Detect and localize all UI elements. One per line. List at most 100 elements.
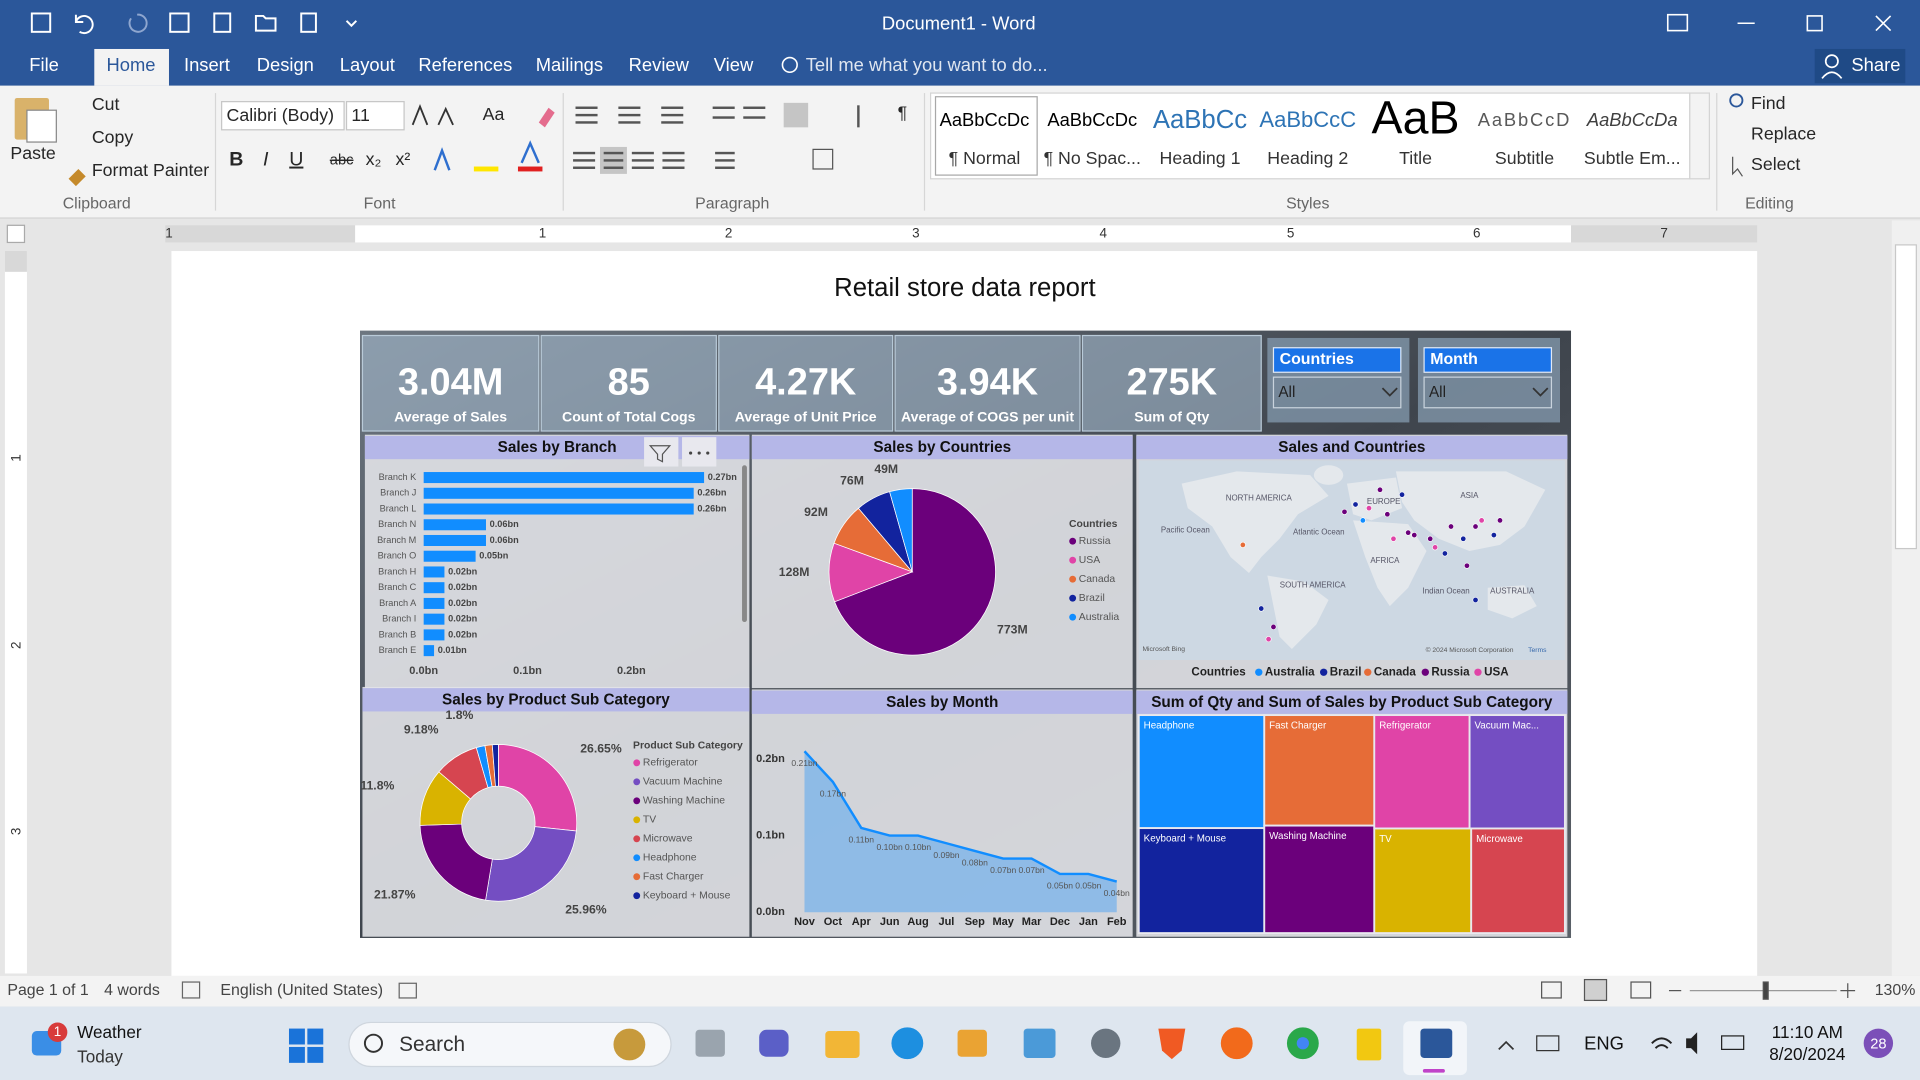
app-store[interactable] [957, 1029, 987, 1057]
slicer-dropdown[interactable] [1423, 376, 1553, 409]
app-word[interactable] [1420, 1028, 1453, 1058]
clear-formatting[interactable] [538, 107, 555, 128]
text-effects[interactable] [433, 147, 451, 171]
style-preview[interactable]: AaBbCcDc [940, 109, 1030, 130]
tab-selector[interactable] [6, 224, 26, 244]
notifications[interactable]: 28 [1870, 1036, 1886, 1052]
legend-swatch [1069, 594, 1077, 602]
web-layout[interactable] [1630, 981, 1652, 999]
volume-icon[interactable] [1686, 1032, 1698, 1055]
keyboard-icon[interactable] [1536, 1035, 1560, 1052]
format-button[interactable]: I [263, 149, 269, 171]
window-title: Document1 - Word [882, 12, 1036, 33]
notification-bg[interactable] [1863, 1028, 1894, 1058]
clock-date[interactable]: 8/20/2024 [1769, 1044, 1846, 1064]
select[interactable]: Select [1751, 154, 1800, 174]
style-preview[interactable]: AaBbCcDa [1586, 109, 1678, 130]
start-button[interactable] [288, 1028, 324, 1063]
open-icon[interactable] [254, 14, 277, 32]
proofing-icon[interactable] [181, 981, 201, 999]
style-name: Heading 1 [1160, 148, 1241, 168]
change-case[interactable]: Aa [483, 104, 505, 124]
slicer-dropdown[interactable] [1272, 376, 1402, 409]
close[interactable] [1875, 15, 1892, 32]
format-button[interactable]: U [289, 149, 303, 171]
font-color[interactable] [517, 166, 543, 172]
ribbon-display-options[interactable] [1666, 13, 1689, 32]
battery-icon[interactable] [1721, 1035, 1745, 1050]
app-edge[interactable] [891, 1027, 924, 1060]
restore[interactable] [1806, 15, 1823, 32]
app-photos[interactable] [1023, 1028, 1056, 1058]
app-settings[interactable] [1091, 1028, 1121, 1058]
print-icon[interactable] [213, 12, 232, 33]
language[interactable]: English (United States) [220, 982, 383, 999]
save-icon[interactable] [30, 12, 52, 33]
show-marks[interactable]: ¶ [898, 103, 908, 123]
new-icon[interactable] [300, 12, 317, 33]
tab[interactable]: Layout [340, 54, 395, 75]
share[interactable]: Share [1851, 54, 1900, 75]
app-chat[interactable] [759, 1029, 789, 1057]
find[interactable]: Find [1751, 93, 1786, 113]
tab[interactable]: Home [107, 54, 156, 75]
style-preview[interactable]: AaBbCc [1153, 106, 1247, 134]
draw-icon[interactable] [169, 12, 190, 33]
style-preview[interactable]: AaB [1372, 92, 1460, 144]
replace[interactable]: Replace [1751, 123, 1816, 143]
clock-time[interactable]: 11:10 AM [1772, 1022, 1843, 1042]
category-label: Branch A [379, 598, 417, 608]
search-box[interactable] [348, 1021, 672, 1068]
wifi-icon[interactable] [1651, 1037, 1673, 1049]
legend-swatch [633, 797, 641, 805]
zoom-level[interactable]: 130% [1875, 982, 1916, 999]
customize-icon[interactable] [345, 20, 358, 28]
style-preview[interactable]: AaBbCcC [1259, 107, 1356, 132]
format-button[interactable]: B [229, 149, 243, 171]
map-point [1490, 532, 1497, 539]
app-explorer[interactable] [825, 1031, 860, 1058]
format-button[interactable]: abc [330, 152, 354, 168]
grow-shrink-font[interactable] [411, 104, 454, 126]
paragraph-icons [573, 102, 860, 174]
format-painter[interactable]: Format Painter [92, 160, 209, 180]
style-preview[interactable]: AaBbCcDc [1047, 109, 1137, 130]
paste[interactable]: Paste [10, 143, 56, 163]
weather[interactable]: Weather [77, 1022, 142, 1042]
app-brave[interactable] [1158, 1028, 1186, 1060]
filter-icon-bg[interactable] [644, 437, 679, 467]
tray-overflow[interactable] [1498, 1040, 1515, 1050]
tab[interactable]: File [29, 54, 59, 75]
data-label: 0.05bn [1047, 880, 1073, 890]
tab[interactable]: Design [257, 54, 314, 75]
app-firefox[interactable] [1220, 1027, 1253, 1060]
font-size[interactable]: 11 [351, 105, 369, 125]
slicer-value: All [1429, 384, 1446, 401]
page-count[interactable]: Page 1 of 1 [7, 982, 89, 999]
styles-scroll[interactable] [1689, 92, 1710, 180]
undo-icon[interactable] [74, 14, 94, 35]
scroll-thumb[interactable] [1894, 244, 1917, 550]
tab[interactable]: Review [629, 54, 690, 75]
highlight-color[interactable] [473, 166, 499, 172]
font-size-box[interactable] [345, 101, 405, 131]
style-preview[interactable]: AaBbCcD [1478, 109, 1571, 130]
task-view[interactable] [695, 1029, 725, 1057]
tell-me[interactable]: Tell me what you want to do... [806, 54, 1048, 75]
tab[interactable]: View [714, 54, 754, 75]
font-name-box[interactable] [221, 101, 345, 131]
app-powerbi[interactable] [1356, 1028, 1382, 1061]
read-mode[interactable] [1541, 981, 1562, 999]
search[interactable]: Search [399, 1033, 465, 1056]
superscript[interactable]: x² [395, 149, 410, 169]
legend-label: Canada [1374, 665, 1417, 678]
tab[interactable]: Insert [184, 54, 230, 75]
word-count[interactable]: 4 words [104, 982, 160, 999]
font-name[interactable]: Calibri (Body) [227, 105, 335, 125]
print-layout[interactable] [1583, 978, 1608, 1002]
subscript[interactable]: x₂ [366, 149, 382, 169]
tab[interactable]: Mailings [536, 54, 603, 75]
macro-icon[interactable] [398, 982, 417, 999]
tab[interactable]: References [418, 54, 512, 75]
input-language[interactable]: ENG [1584, 1032, 1624, 1053]
